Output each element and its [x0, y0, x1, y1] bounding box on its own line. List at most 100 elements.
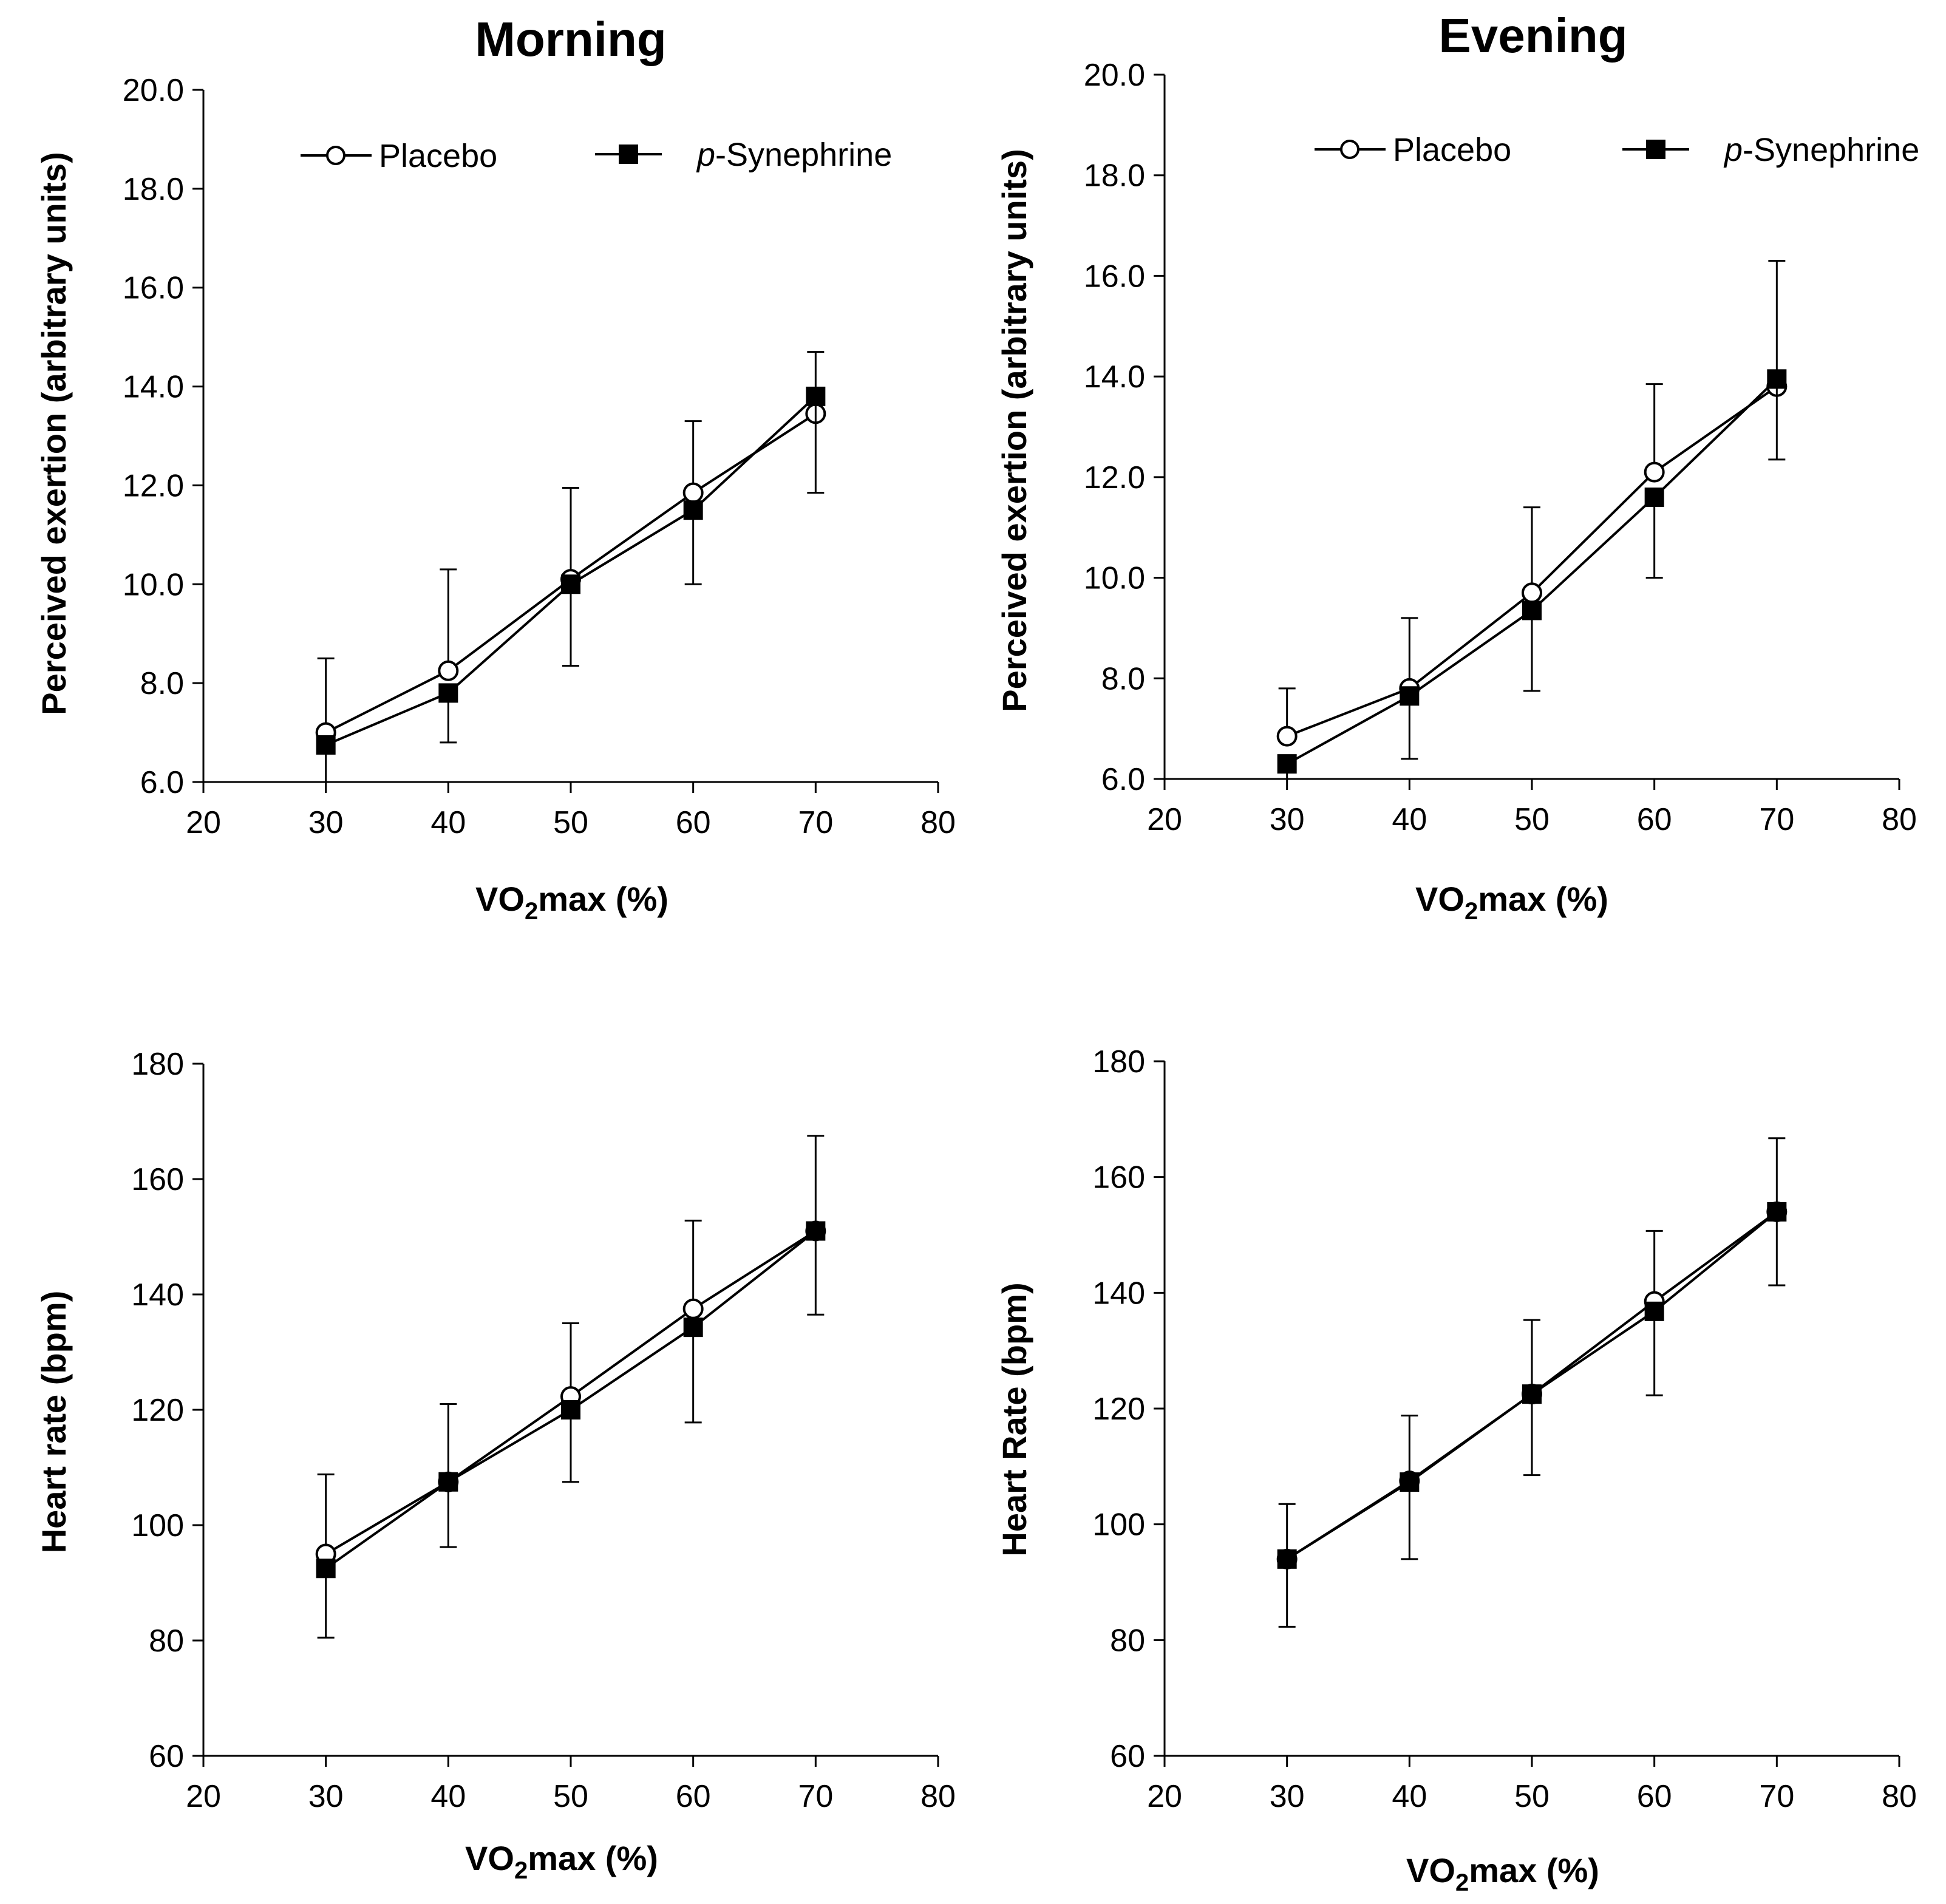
data-point-synephrine [1522, 1384, 1542, 1404]
y-axis-title: Perceived exertion (arbitrary units) [35, 152, 73, 715]
legend-synephrine-label: p-Synephrine [696, 137, 892, 173]
x-tick-label: 80 [1882, 802, 1917, 837]
data-point-synephrine [1645, 488, 1664, 507]
x-axis-title-sub: 2 [1455, 1869, 1469, 1896]
data-point-placebo [1278, 727, 1296, 746]
y-tick-label: 14.0 [123, 370, 184, 405]
data-point-synephrine [438, 683, 458, 702]
y-tick-label: 140 [1092, 1276, 1145, 1311]
x-tick-label: 70 [1759, 1779, 1794, 1814]
y-tick-label: 16.0 [1084, 259, 1145, 294]
x-tick-label: 40 [1392, 802, 1427, 837]
x-tick-label: 70 [1759, 802, 1794, 837]
x-tick-label: 60 [1637, 802, 1672, 837]
data-point-synephrine [1767, 369, 1786, 389]
x-axis-title-vo: VO [1406, 1851, 1455, 1889]
x-tick-label: 20 [186, 805, 221, 840]
legend-placebo-label: Placebo [379, 138, 497, 174]
y-tick-label: 120 [131, 1393, 184, 1428]
panel-title: Morning [475, 12, 666, 66]
x-tick-label: 40 [430, 1779, 466, 1814]
legend-placebo-marker [1341, 141, 1358, 158]
data-point-placebo [684, 1300, 703, 1318]
data-point-synephrine [1400, 1472, 1419, 1492]
x-axis-title-max: max (%) [1478, 880, 1608, 918]
x-tick-label: 60 [676, 1779, 711, 1814]
x-tick-label: 50 [553, 805, 588, 840]
x-tick-label: 30 [308, 1779, 344, 1814]
y-tick-label: 100 [1092, 1508, 1145, 1543]
data-point-placebo [1645, 463, 1664, 481]
x-tick-label: 80 [920, 1779, 956, 1814]
data-point-synephrine [1400, 686, 1419, 706]
data-point-synephrine [1277, 1549, 1297, 1569]
y-tick-label: 12.0 [123, 468, 184, 503]
data-point-synephrine [806, 387, 825, 406]
y-tick-label: 20.0 [1084, 58, 1145, 93]
y-tick-label: 60 [1110, 1739, 1145, 1774]
x-tick-label: 40 [430, 805, 466, 840]
x-axis-title-max: max (%) [528, 1839, 658, 1877]
legend-synephrine-rest: -Synephrine [715, 137, 892, 173]
x-axis-title: VO2max (%) [1406, 1851, 1599, 1896]
y-tick-label: 14.0 [1084, 359, 1145, 395]
data-point-synephrine [1522, 600, 1542, 620]
data-point-placebo [439, 662, 457, 680]
x-axis-title-max: max (%) [538, 880, 669, 918]
data-point-synephrine [684, 500, 703, 520]
x-axis-title-max: max (%) [1469, 1851, 1599, 1889]
y-tick-label: 160 [131, 1162, 184, 1197]
y-tick-label: 12.0 [1084, 460, 1145, 495]
y-tick-label: 80 [149, 1623, 184, 1659]
x-tick-label: 70 [798, 805, 833, 840]
y-tick-label: 6.0 [1101, 762, 1145, 797]
y-tick-label: 180 [1092, 1044, 1145, 1080]
y-tick-label: 6.0 [140, 765, 184, 800]
y-tick-label: 140 [131, 1277, 184, 1313]
y-tick-label: 10.0 [123, 567, 184, 602]
y-tick-label: 10.0 [1084, 561, 1145, 596]
data-point-synephrine [806, 1222, 825, 1241]
x-tick-label: 30 [1270, 802, 1305, 837]
x-axis-title: VO2max (%) [475, 880, 669, 925]
x-tick-label: 30 [1270, 1779, 1305, 1814]
data-point-placebo [1523, 583, 1541, 602]
x-tick-label: 50 [1514, 802, 1550, 837]
x-tick-label: 20 [186, 1779, 221, 1814]
x-axis-title: VO2max (%) [1415, 880, 1608, 925]
y-axis-title: Perceived exertion (arbitrary units) [995, 149, 1033, 712]
data-point-synephrine [561, 1400, 580, 1420]
legend-synephrine-italic-p: p [1723, 132, 1743, 168]
data-point-synephrine [1645, 1302, 1664, 1321]
legend-placebo-marker [327, 147, 344, 164]
y-tick-label: 20.0 [123, 73, 184, 108]
y-tick-label: 18.0 [1084, 158, 1145, 194]
x-axis-title-vo: VO [465, 1839, 514, 1877]
x-tick-label: 20 [1147, 802, 1182, 837]
legend-synephrine-rest: -Synephrine [1743, 132, 1919, 168]
data-point-synephrine [316, 735, 336, 755]
x-tick-label: 70 [798, 1779, 833, 1814]
y-axis-title: Heart rate (bpm) [35, 1291, 73, 1554]
x-tick-label: 60 [676, 805, 711, 840]
data-point-synephrine [561, 574, 580, 594]
y-tick-label: 60 [149, 1739, 184, 1774]
data-point-synephrine [1767, 1202, 1786, 1222]
legend-synephrine-label: p-Synephrine [1723, 132, 1919, 168]
legend-synephrine-marker [1646, 140, 1665, 159]
data-point-placebo [684, 484, 703, 502]
x-tick-label: 80 [1882, 1779, 1917, 1814]
y-tick-label: 8.0 [1101, 661, 1145, 696]
y-tick-label: 100 [131, 1508, 184, 1543]
panel-title: Evening [1438, 8, 1627, 63]
y-tick-label: 80 [1110, 1623, 1145, 1658]
legend-synephrine-italic-p: p [696, 137, 715, 173]
legend-placebo-label: Placebo [1393, 132, 1511, 168]
y-tick-label: 160 [1092, 1160, 1145, 1195]
x-axis-title-sub: 2 [514, 1857, 528, 1884]
x-axis-title-vo: VO [475, 880, 525, 918]
x-axis-title-sub: 2 [1465, 898, 1478, 925]
y-tick-label: 8.0 [140, 666, 184, 701]
x-axis-title: VO2max (%) [465, 1839, 658, 1884]
y-tick-label: 18.0 [123, 172, 184, 207]
